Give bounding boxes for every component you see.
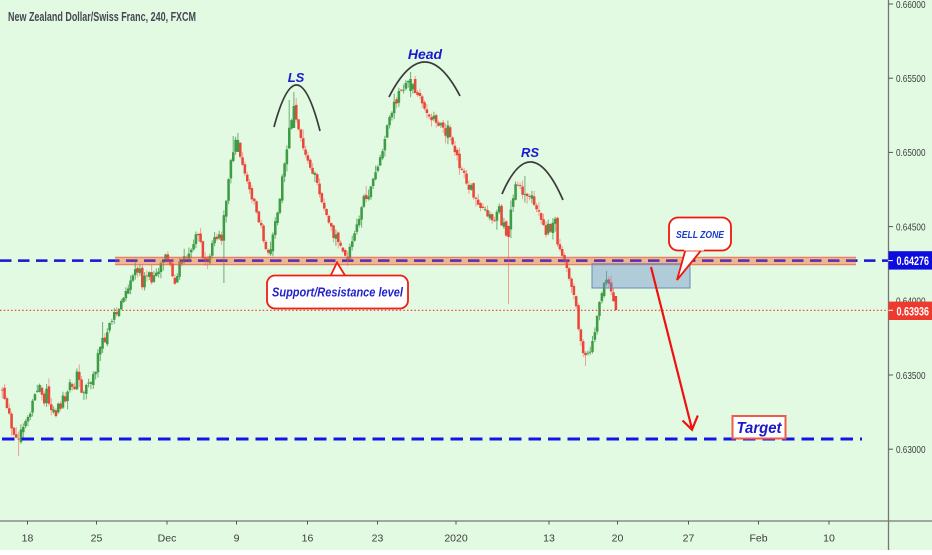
svg-text:16: 16 bbox=[302, 533, 314, 545]
svg-text:LS: LS bbox=[288, 70, 305, 85]
svg-text:20: 20 bbox=[612, 533, 624, 545]
svg-text:25: 25 bbox=[91, 533, 103, 545]
svg-text:9: 9 bbox=[234, 533, 240, 545]
svg-text:Dec: Dec bbox=[158, 533, 177, 545]
svg-text:Head: Head bbox=[408, 46, 443, 62]
svg-text:SELL ZONE: SELL ZONE bbox=[676, 230, 724, 241]
svg-text:0.64500: 0.64500 bbox=[896, 221, 926, 233]
svg-text:0.64276: 0.64276 bbox=[897, 256, 930, 268]
svg-text:13: 13 bbox=[543, 533, 555, 545]
svg-text:New Zealand Dollar/Swiss Franc: New Zealand Dollar/Swiss Franc, 240, FXC… bbox=[8, 10, 196, 24]
svg-text:0.65000: 0.65000 bbox=[896, 147, 926, 159]
svg-text:0.65500: 0.65500 bbox=[896, 73, 926, 85]
svg-text:27: 27 bbox=[683, 533, 695, 545]
svg-text:0.66000: 0.66000 bbox=[896, 0, 926, 11]
svg-text:0.63500: 0.63500 bbox=[896, 370, 926, 382]
svg-text:2020: 2020 bbox=[444, 533, 468, 545]
svg-text:0.63000: 0.63000 bbox=[896, 444, 926, 456]
svg-text:18: 18 bbox=[22, 533, 34, 545]
svg-text:Support/Resistance level: Support/Resistance level bbox=[272, 286, 403, 300]
svg-text:Target: Target bbox=[737, 420, 783, 437]
svg-text:23: 23 bbox=[372, 533, 384, 545]
svg-text:Feb: Feb bbox=[749, 533, 767, 545]
svg-text:RS: RS bbox=[521, 145, 539, 160]
svg-text:0.63936: 0.63936 bbox=[897, 306, 930, 318]
svg-text:10: 10 bbox=[823, 533, 835, 545]
